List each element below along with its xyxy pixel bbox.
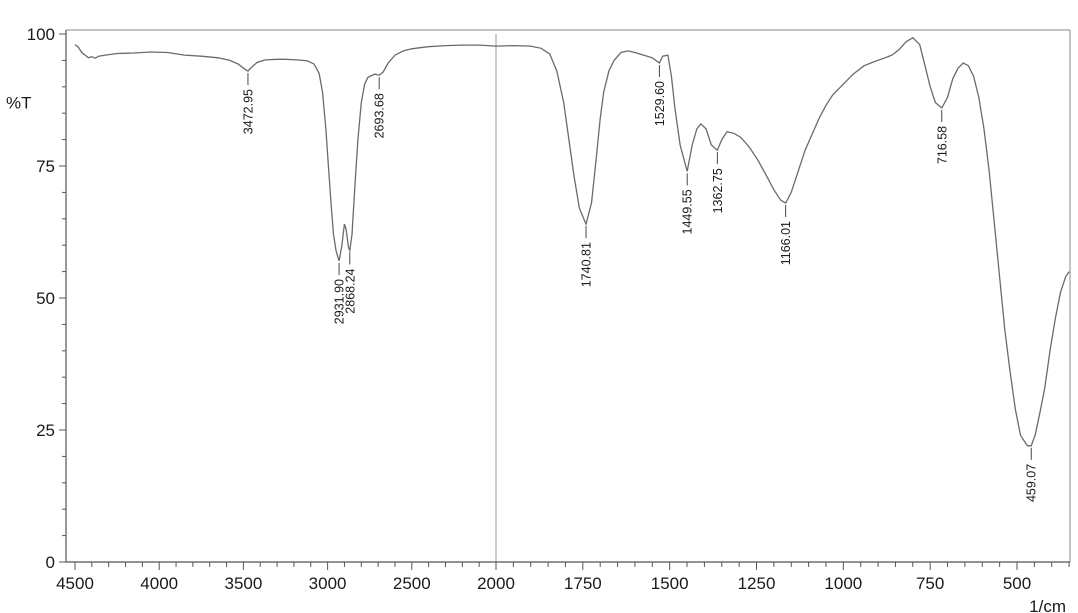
x-tick-label: 3000 <box>309 574 347 593</box>
x-tick-label: 4000 <box>140 574 178 593</box>
y-tick-label: 0 <box>46 553 55 572</box>
x-tick-label: 1000 <box>824 574 862 593</box>
y-axis-ticks: 100 75 50 25 0 <box>27 25 66 572</box>
y-axis-label: %T <box>6 94 32 113</box>
peak-label: 1740.81 <box>579 242 593 287</box>
y-tick-label: 25 <box>36 421 55 440</box>
peak-label: 716.58 <box>935 126 949 164</box>
peak-label: 1449.55 <box>681 189 695 234</box>
peak-label: 2868.24 <box>343 268 357 313</box>
peak-label: 459.07 <box>1025 464 1039 502</box>
x-tick-label: 2000 <box>477 574 515 593</box>
peak-label: 1529.60 <box>653 81 667 126</box>
x-tick-label: 1750 <box>564 574 602 593</box>
peak-label: 1362.75 <box>711 168 725 213</box>
y-tick-label: 50 <box>36 289 55 308</box>
peak-label: 1166.01 <box>779 221 793 265</box>
x-tick-label: 2500 <box>393 574 431 593</box>
x-tick-label: 750 <box>916 574 944 593</box>
x-tick-label: 1500 <box>651 574 689 593</box>
peak-label: 3472.95 <box>241 89 255 134</box>
x-axis-unit-label: 1/cm <box>1029 597 1066 613</box>
x-axis-ticks: 4500 4000 3500 3000 2500 2000 1750 1500 1250 1000… <box>56 562 1070 593</box>
peak-label: 2931.90 <box>333 279 347 324</box>
x-tick-label: 4500 <box>56 574 94 593</box>
x-tick-label: 3500 <box>224 574 262 593</box>
x-tick-label: 1250 <box>738 574 776 593</box>
peak-label: 2693.68 <box>373 93 387 138</box>
transmittance-series-line <box>74 36 1070 447</box>
y-tick-label: 75 <box>36 157 55 176</box>
y-tick-label: 100 <box>27 25 55 44</box>
x-tick-label: 500 <box>1003 574 1031 593</box>
